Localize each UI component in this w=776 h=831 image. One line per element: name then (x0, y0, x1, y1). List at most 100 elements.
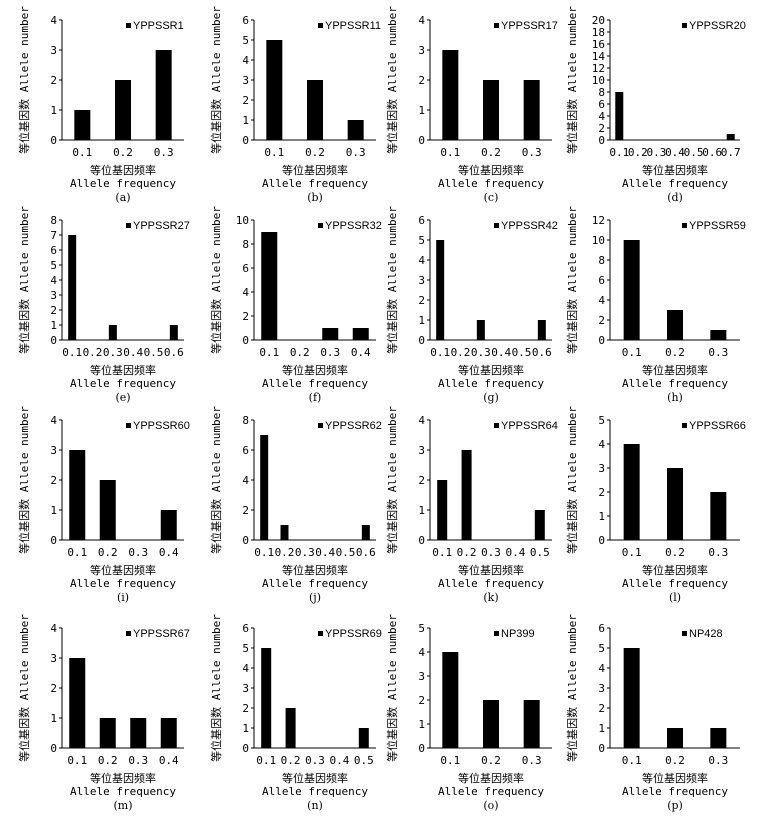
y-axis-label: 等位基因数 Allele number (209, 6, 223, 154)
y-tick-label: 5 (242, 642, 249, 655)
x-axis-label-en: Allele frequency (262, 577, 368, 590)
bar (347, 120, 364, 140)
x-axis-label-en: Allele frequency (70, 577, 176, 590)
y-tick-label: 8 (50, 214, 57, 227)
panel-label: (n) (307, 799, 323, 812)
panel-label: (g) (483, 391, 499, 404)
y-tick-label: 0 (598, 534, 605, 547)
x-axis-label-cn: 等位基因频率 (458, 771, 524, 785)
x-tick-label: 0.3 (305, 754, 325, 767)
bar (667, 728, 683, 748)
x-tick-label: 0.4 (329, 754, 349, 767)
y-tick-label: 4 (50, 274, 57, 287)
y-tick-label: 3 (242, 74, 249, 87)
x-tick-label: 0.2 (290, 346, 310, 359)
panel-label: (d) (667, 191, 683, 204)
bar (442, 50, 459, 140)
x-axis-label-en: Allele frequency (262, 377, 368, 390)
panel-label: (f) (309, 391, 322, 404)
x-tick-label: 0.4 (315, 546, 335, 559)
y-tick-label: 6 (598, 98, 605, 111)
x-tick-label: 0.2 (98, 754, 118, 767)
legend-swatch (318, 23, 323, 28)
x-tick-label: 0.2 (275, 546, 295, 559)
y-tick-label: 0 (418, 534, 425, 547)
x-axis-label-en: Allele frequency (622, 785, 728, 798)
x-axis-label-en: Allele frequency (438, 377, 544, 390)
x-tick-label: 0.1 (62, 346, 82, 359)
x-axis-label-cn: 等位基因频率 (642, 163, 708, 177)
x-tick-label: 0.5 (144, 346, 164, 359)
y-tick-label: 6 (242, 262, 249, 275)
y-tick-label: 6 (242, 444, 249, 457)
x-tick-label: 0.1 (622, 546, 642, 559)
y-tick-label: 6 (598, 274, 605, 287)
y-tick-label: 4 (598, 294, 605, 307)
chart-panel: 0 1 2 3 4 5 6 0.1 0.2 0.3 0.4 0.5 YPPSSR69 等位基因数 Alle… (209, 614, 382, 812)
x-tick-label: 0.3 (154, 146, 174, 159)
y-tick-label: 3 (418, 274, 425, 287)
bar (69, 450, 86, 540)
y-tick-label: 4 (242, 286, 249, 299)
bar (623, 444, 640, 540)
bar (307, 80, 323, 140)
x-tick-label: 0.5 (512, 346, 532, 359)
y-tick-label: 1 (50, 104, 57, 117)
y-tick-label: 4 (50, 622, 57, 635)
legend-label: YPPSSR11 (325, 20, 381, 32)
y-tick-label: 4 (418, 254, 425, 267)
y-tick-label: 2 (418, 294, 425, 307)
bar (285, 708, 296, 748)
x-axis-label-en: Allele frequency (70, 785, 176, 798)
y-tick-label: 18 (592, 26, 605, 39)
panel-label: (m) (113, 799, 132, 812)
x-tick-label: 0.1 (264, 146, 284, 159)
bar (155, 50, 172, 140)
legend-label: YPPSSR69 (325, 628, 382, 640)
y-tick-label: 4 (418, 414, 425, 427)
x-tick-label: 0.2 (281, 754, 301, 767)
x-axis-label-cn: 等位基因频率 (282, 771, 348, 785)
legend-label: YPPSSR60 (133, 420, 190, 432)
x-tick-label: 0.2 (451, 346, 471, 359)
y-tick-label: 10 (592, 74, 605, 87)
y-tick-label: 0 (598, 134, 605, 147)
y-tick-label: 1 (50, 712, 57, 725)
legend-swatch (126, 631, 131, 636)
x-tick-label: 0.4 (351, 346, 371, 359)
bar (523, 700, 540, 748)
chart-panel: 0 1 2 3 4 5 6 0.1 0.2 0.3 YPPSSR11 等位基因数 Allele num… (209, 6, 381, 204)
bar (615, 92, 624, 140)
bar (476, 320, 485, 340)
x-tick-label: 0.5 (354, 754, 374, 767)
legend-label: YPPSSR17 (501, 20, 558, 32)
panel-label: (h) (667, 391, 683, 404)
y-tick-label: 2 (418, 74, 425, 87)
bar (260, 435, 269, 540)
x-tick-label: 0.2 (481, 754, 501, 767)
x-axis-label-cn: 等位基因频率 (90, 563, 156, 577)
x-axis-label-en: Allele frequency (438, 177, 544, 190)
x-tick-label: 0.2 (481, 146, 501, 159)
x-tick-label: 0.3 (708, 346, 728, 359)
x-tick-label: 0.4 (491, 346, 511, 359)
legend-swatch (682, 631, 687, 636)
y-tick-label: 0 (50, 334, 57, 347)
y-axis-label: 等位基因数 Allele number (209, 614, 223, 762)
y-tick-label: 3 (598, 682, 605, 695)
x-axis-label-cn: 等位基因频率 (282, 563, 348, 577)
y-tick-label: 4 (598, 662, 605, 675)
chart-panel: 0 2 4 6 8 10 0.1 0.2 0.3 0.4 YPPSSR32 等位基因数 Allele … (209, 206, 382, 404)
bar (108, 325, 117, 340)
chart-panel: 0 1 2 3 4 5 6 7 8 0.1 0.2 0.3 0.4 0.5 0.6 YPPSSR27 等位基因数… (17, 206, 190, 404)
y-axis-label: 等位基因数 Allele number (17, 206, 31, 354)
bar (130, 718, 147, 748)
bar (160, 510, 177, 540)
legend-swatch (682, 23, 687, 28)
y-tick-label: 14 (592, 50, 606, 63)
y-axis-label: 等位基因数 Allele number (385, 6, 399, 154)
x-tick-label: 0.5 (684, 146, 704, 159)
y-tick-label: 10 (236, 214, 249, 227)
x-tick-label: 0.3 (708, 754, 728, 767)
bar (534, 510, 545, 540)
